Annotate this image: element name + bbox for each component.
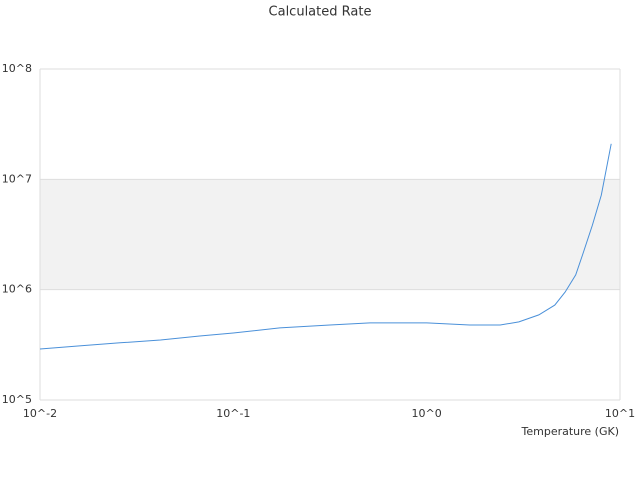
x-axis-label: Temperature (GK) xyxy=(521,425,620,438)
x-tick-label: 10^0 xyxy=(412,407,442,420)
x-tick-label: 10^-2 xyxy=(23,407,57,420)
y-tick-label: 10^5 xyxy=(2,393,32,406)
band xyxy=(40,179,620,290)
y-tick-label: 10^6 xyxy=(2,283,32,296)
chart-title: Calculated Rate xyxy=(269,5,372,20)
x-tick-label: 10^1 xyxy=(605,407,635,420)
y-tick-label: 10^8 xyxy=(2,62,32,75)
y-tick-label: 10^7 xyxy=(2,172,32,185)
line xyxy=(39,143,612,350)
x-tick-label: 10^-1 xyxy=(216,407,250,420)
